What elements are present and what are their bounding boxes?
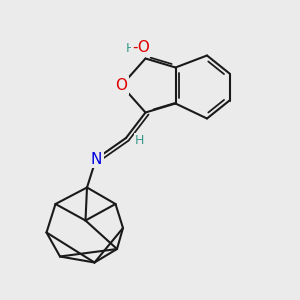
Text: -O: -O bbox=[132, 40, 150, 56]
Text: O: O bbox=[116, 78, 128, 93]
Text: H: H bbox=[135, 134, 144, 148]
Text: H: H bbox=[126, 41, 135, 55]
Text: N: N bbox=[90, 152, 102, 166]
